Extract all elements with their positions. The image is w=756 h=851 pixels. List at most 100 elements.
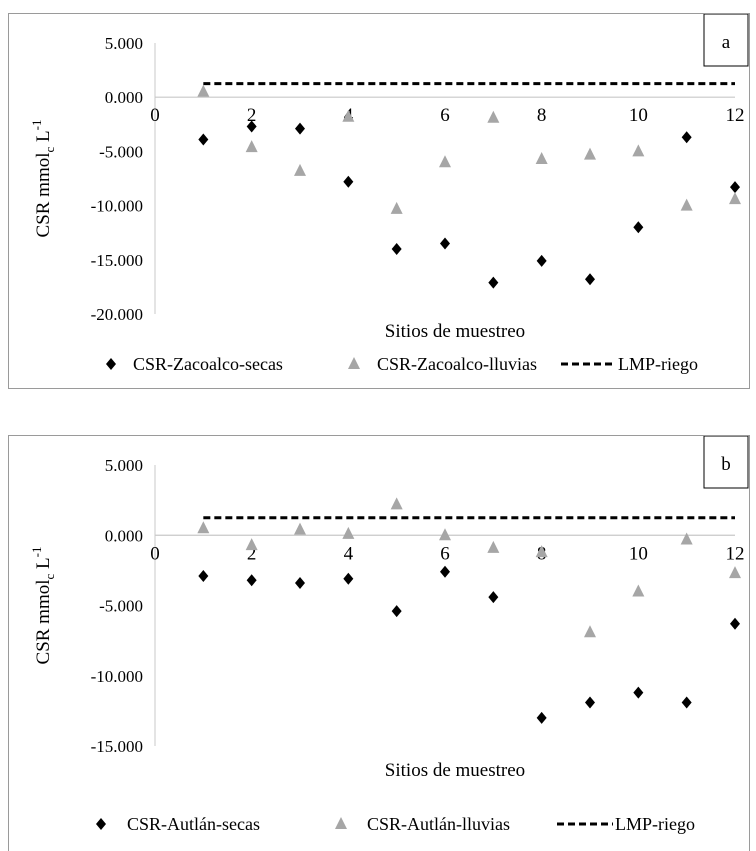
secas-point [585, 696, 595, 709]
lluvias-point [439, 528, 451, 541]
x-tick-label: 6 [440, 543, 450, 564]
lluvias-point [680, 532, 693, 545]
y-axis-title: CSR mmolc L-1 [29, 120, 57, 238]
secas-point [681, 696, 692, 709]
secas-point [536, 254, 547, 267]
y-tick-label: -15.000 [91, 737, 143, 756]
y-axis-title-main: CSR mmol [33, 152, 54, 237]
lluvias-point [390, 497, 403, 510]
secas-point [536, 711, 547, 724]
secas-point [246, 574, 257, 587]
chart-panel-a: 5.0000.000-5.000-10.000-15.000-20.000024… [8, 13, 750, 389]
y-axis-title-sub: c [42, 146, 57, 152]
chart-a-svg: 5.0000.000-5.000-10.000-15.000-20.000024… [29, 14, 749, 374]
y-axis-title-sup: -1 [29, 547, 44, 558]
secas-point [440, 565, 450, 578]
legend-secas-label: CSR-Autlán-secas [127, 814, 260, 834]
y-axis-title-main: CSR mmol [33, 579, 54, 664]
secas-point [488, 276, 499, 289]
x-tick-label: 2 [247, 105, 257, 126]
lluvias-point [632, 144, 645, 157]
secas-point [488, 591, 499, 604]
y-tick-label: -5.000 [99, 597, 143, 616]
chart-b-svg: 5.0000.000-5.000-10.000-15.000024681012b… [29, 436, 749, 834]
secas-point [730, 617, 740, 630]
x-tick-label: 4 [344, 543, 354, 564]
legend-secas-label: CSR-Zacoalco-secas [133, 354, 283, 374]
secas-point [633, 686, 644, 699]
lluvias-point [729, 566, 741, 579]
lluvias-point [294, 522, 306, 535]
x-tick-label: 0 [150, 543, 160, 564]
lluvias-point [342, 526, 355, 539]
lluvias-point [245, 538, 258, 551]
y-tick-label: 5.000 [105, 456, 143, 475]
legend-lluvias-label: CSR-Zacoalco-lluvias [377, 354, 537, 374]
x-tick-label: 2 [247, 543, 257, 564]
y-axis-title-sub: c [42, 573, 57, 579]
legend-lmp-label: LMP-riego [618, 354, 698, 374]
x-tick-label: 6 [440, 105, 450, 126]
legend-lluvias-marker [335, 817, 347, 829]
x-tick-label: 8 [537, 105, 547, 126]
y-tick-label: -10.000 [91, 667, 143, 686]
panel-label-box [703, 436, 749, 489]
legend-lluvias-marker [348, 357, 360, 369]
y-tick-label: -15.000 [91, 251, 143, 270]
secas-point [343, 572, 354, 585]
lluvias-point [487, 540, 500, 553]
lluvias-point [584, 147, 596, 160]
secas-point [343, 175, 354, 188]
y-axis-title-unit: L [33, 557, 54, 573]
chart-panel-b: 5.0000.000-5.000-10.000-15.000024681012b… [8, 435, 750, 851]
secas-point [198, 569, 209, 582]
lluvias-point [342, 109, 355, 122]
x-axis-title: Sitios de muestreo [385, 760, 525, 781]
y-axis-title-sup: -1 [29, 120, 44, 131]
secas-point [295, 577, 305, 590]
lluvias-point [535, 545, 548, 558]
y-axis-title: CSR mmolc L-1 [29, 547, 57, 665]
lluvias-point [584, 625, 596, 638]
y-tick-label: -10.000 [91, 197, 143, 216]
lluvias-point [729, 192, 741, 205]
x-tick-label: 10 [629, 543, 648, 564]
secas-point [391, 605, 402, 618]
lluvias-point [197, 521, 210, 534]
secas-point [440, 237, 450, 250]
secas-point [730, 181, 740, 194]
x-tick-label: 0 [150, 105, 160, 126]
secas-point [295, 122, 305, 135]
lluvias-point [245, 140, 258, 153]
secas-point [198, 133, 209, 146]
legend-secas-marker [96, 818, 106, 830]
lluvias-point [535, 151, 548, 164]
lluvias-point [632, 584, 645, 597]
x-tick-label: 12 [726, 543, 745, 564]
y-tick-label: -5.000 [99, 142, 143, 161]
lluvias-point [487, 110, 500, 123]
y-tick-label: 0.000 [105, 526, 143, 545]
panel-label-box [703, 14, 749, 67]
y-tick-label: 5.000 [105, 34, 143, 53]
lluvias-point [439, 155, 451, 168]
secas-point [391, 242, 402, 255]
secas-point [681, 131, 692, 144]
x-axis-title: Sitios de muestreo [385, 321, 525, 342]
y-tick-label: -20.000 [91, 305, 143, 324]
panel-label: b [721, 454, 731, 475]
lluvias-point [680, 198, 693, 211]
x-tick-label: 12 [726, 105, 745, 126]
legend-lmp-label: LMP-riego [615, 814, 695, 834]
lluvias-point [294, 163, 306, 176]
secas-point [633, 221, 644, 234]
x-tick-label: 10 [629, 105, 648, 126]
y-tick-label: 0.000 [105, 88, 143, 107]
legend-lluvias-label: CSR-Autlán-lluvias [367, 814, 510, 834]
legend-secas-marker [106, 358, 116, 370]
lluvias-point [197, 84, 210, 97]
panel-label: a [722, 32, 731, 53]
y-axis-title-unit: L [33, 130, 54, 146]
lluvias-point [390, 201, 403, 214]
secas-point [585, 273, 595, 286]
